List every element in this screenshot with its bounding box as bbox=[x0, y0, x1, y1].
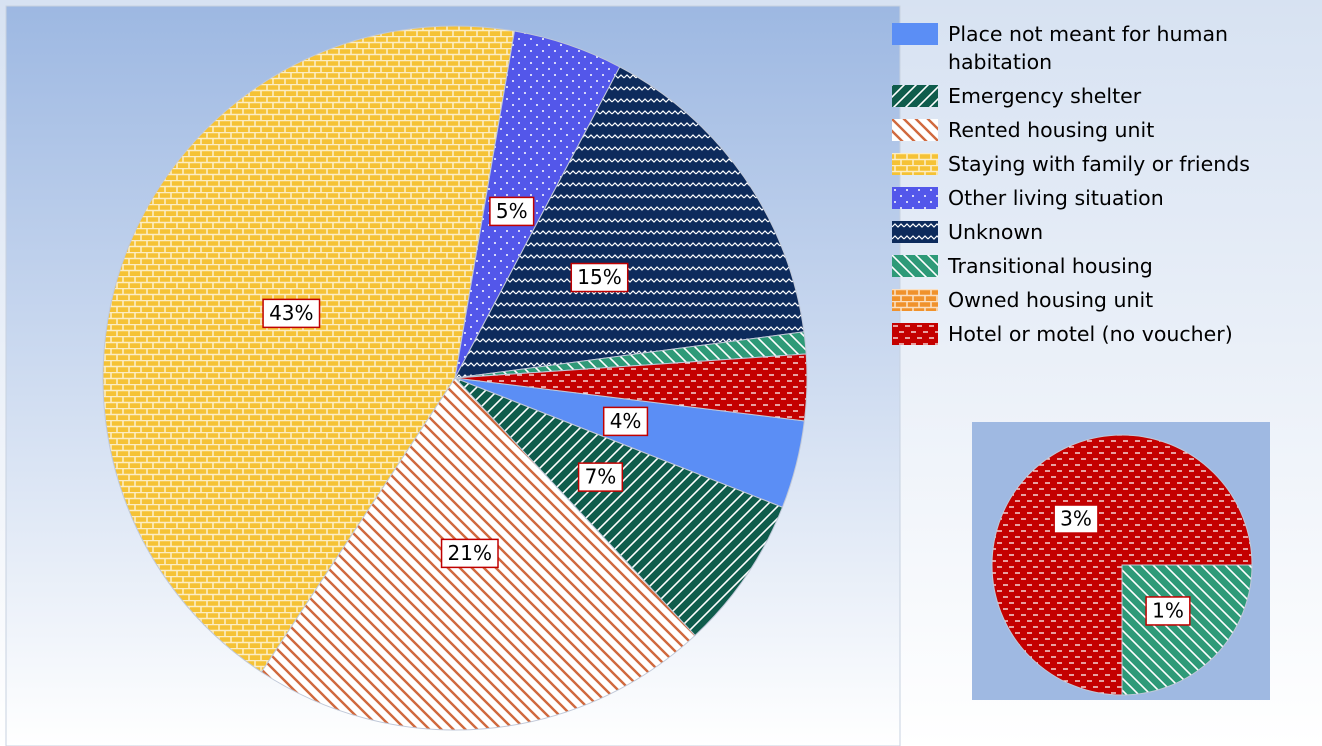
legend-item: Staying with family or friends bbox=[892, 150, 1317, 178]
legend-swatch bbox=[892, 85, 938, 107]
data-label-box bbox=[570, 262, 629, 293]
legend-swatch-fill bbox=[892, 323, 938, 345]
legend: Place not meant for human habitation Emer… bbox=[892, 20, 1317, 354]
data-label-box bbox=[489, 196, 535, 227]
legend-swatch bbox=[892, 23, 938, 45]
legend-swatch bbox=[892, 289, 938, 311]
pie-slice bbox=[102, 25, 516, 673]
pie-slice bbox=[991, 434, 1253, 696]
legend-item: Unknown bbox=[892, 218, 1317, 246]
legend-swatch-fill bbox=[892, 187, 938, 209]
pie-slice bbox=[454, 353, 808, 422]
legend-swatch bbox=[892, 153, 938, 175]
legend-label: Rented housing unit bbox=[948, 118, 1155, 142]
data-label-box bbox=[1053, 504, 1099, 534]
legend-item: Transitional housing bbox=[892, 252, 1317, 280]
legend-label: Emergency shelter bbox=[948, 84, 1142, 108]
legend-swatch-fill bbox=[892, 221, 938, 243]
data-label: 3% bbox=[1060, 507, 1092, 531]
legend-item: Rented housing unit bbox=[892, 116, 1317, 144]
legend-item: Owned housing unit bbox=[892, 286, 1317, 314]
legend-swatch-fill bbox=[892, 23, 938, 45]
data-label: 43% bbox=[269, 301, 313, 325]
data-label-box bbox=[577, 462, 624, 492]
legend-item: Other living situation bbox=[892, 184, 1317, 212]
legend-item: Place not meant for human habitation bbox=[892, 20, 1317, 76]
legend-swatch-fill bbox=[892, 153, 938, 175]
legend-label: Hotel or motel (no voucher) bbox=[948, 322, 1233, 346]
legend-swatch bbox=[892, 221, 938, 243]
data-label: 5% bbox=[496, 199, 528, 223]
legend-item: Emergency shelter bbox=[892, 82, 1317, 110]
legend-label: Unknown bbox=[948, 220, 1044, 244]
legend-swatch-fill bbox=[892, 289, 938, 311]
legend-label: Other living situation bbox=[948, 186, 1164, 210]
legend-label: Owned housing unit bbox=[948, 288, 1154, 312]
data-label: 21% bbox=[448, 541, 492, 565]
data-label: 7% bbox=[585, 465, 617, 489]
legend-label: Staying with family or friends bbox=[948, 152, 1250, 176]
legend-swatch-fill bbox=[892, 85, 938, 107]
legend-label: Transitional housing bbox=[948, 254, 1153, 278]
legend-item: Hotel or motel (no voucher) bbox=[892, 320, 1317, 348]
legend-swatch bbox=[892, 187, 938, 209]
legend-swatch bbox=[892, 255, 938, 277]
data-label: 1% bbox=[1152, 598, 1184, 622]
pie-slice bbox=[454, 66, 805, 379]
pie-slice bbox=[454, 377, 784, 637]
data-label-box bbox=[602, 406, 649, 437]
data-label-box bbox=[440, 538, 499, 569]
data-label-box bbox=[262, 298, 321, 329]
legend-label: Place not meant for human habitation bbox=[948, 22, 1229, 74]
legend-swatch-fill bbox=[892, 119, 938, 141]
legend-swatch-fill bbox=[892, 255, 938, 277]
legend-swatch bbox=[892, 323, 938, 345]
legend-swatch bbox=[892, 119, 938, 141]
data-label: 4% bbox=[610, 409, 642, 433]
data-label-box bbox=[1145, 596, 1191, 626]
data-label: 15% bbox=[577, 265, 621, 289]
